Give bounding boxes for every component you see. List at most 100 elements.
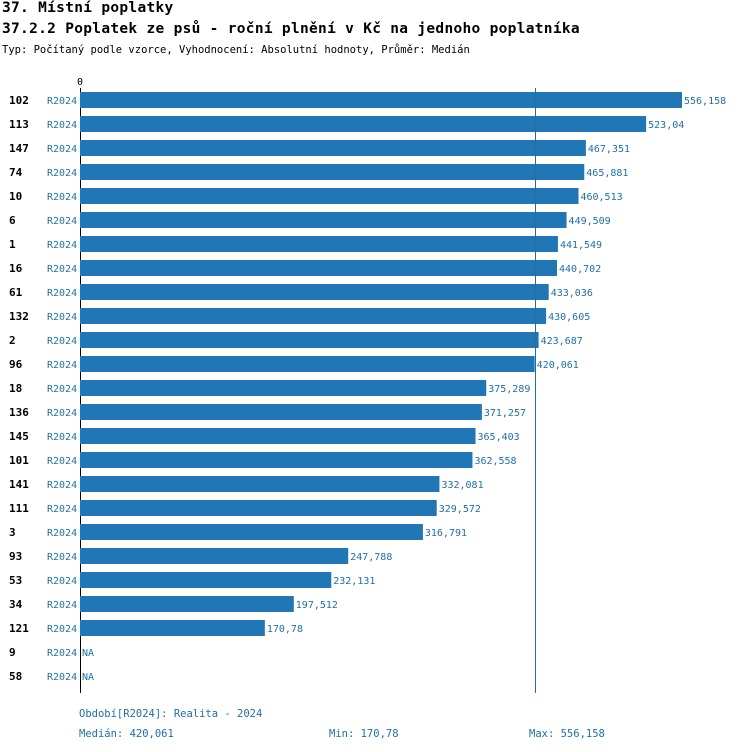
bar-value-label: 556,158: [684, 96, 726, 107]
bar-value-label: 467,351: [588, 144, 630, 155]
row-series-label: R2024: [47, 264, 77, 275]
row-series-label: R2024: [47, 240, 77, 251]
bar: [80, 116, 647, 132]
bar-value-label: 375,289: [488, 384, 530, 395]
bar: [80, 476, 440, 492]
row-id-label: 141: [9, 478, 29, 491]
row-series-label: R2024: [47, 480, 77, 491]
row-id-label: 3: [9, 526, 16, 539]
row-series-label: R2024: [47, 408, 77, 419]
row-id-label: 53: [9, 574, 22, 587]
bar-value-label: 420,061: [537, 360, 579, 371]
bar: [80, 140, 586, 156]
bar: [80, 428, 476, 444]
bar: [80, 524, 423, 540]
row-id-label: 58: [9, 670, 22, 683]
row-series-label: R2024: [47, 312, 77, 323]
row-series-label: R2024: [47, 360, 77, 371]
row-id-label: 93: [9, 550, 22, 563]
row-id-label: 136: [9, 406, 29, 419]
bar: [80, 188, 579, 204]
bar-value-label: 197,512: [296, 600, 338, 611]
row-series-label: R2024: [47, 384, 77, 395]
row-series-label: R2024: [47, 504, 77, 515]
bar-value-label: 332,081: [441, 480, 483, 491]
row-series-label: R2024: [47, 432, 77, 443]
section-title: 37. Místní poplatky: [2, 0, 174, 16]
bar-value-label: 371,257: [484, 408, 526, 419]
row-id-label: 16: [9, 262, 23, 275]
bar: [80, 380, 487, 396]
row-id-label: 147: [9, 142, 29, 155]
bar: [80, 596, 294, 612]
row-id-label: 132: [9, 310, 29, 323]
bar-value-label: 247,788: [350, 552, 392, 563]
bar-value-label: 316,791: [425, 528, 467, 539]
footer-max: Max: 556,158: [529, 728, 605, 740]
footer-period: Období[R2024]: Realita - 2024: [79, 708, 263, 720]
bar-value-label: 441,549: [560, 240, 602, 251]
row-id-label: 113: [9, 118, 29, 131]
row-series-label: R2024: [47, 624, 77, 635]
bar: [80, 308, 547, 324]
row-id-label: 6: [9, 214, 16, 227]
bar-value-label: NA: [82, 672, 94, 683]
bar: [80, 332, 539, 348]
bar: [80, 452, 473, 468]
bar-value-label: 433,036: [551, 288, 593, 299]
row-series-label: R2024: [47, 456, 77, 467]
chart-title: 37.2.2 Poplatek ze psů - roční plnění v …: [2, 21, 580, 37]
bar: [80, 572, 332, 588]
row-series-label: R2024: [47, 600, 77, 611]
bar: [80, 548, 349, 564]
axis-zero-label: 0: [77, 77, 83, 88]
row-series-label: R2024: [47, 216, 77, 227]
bar-value-label: 449,509: [569, 216, 611, 227]
bar-value-label: 170,78: [267, 624, 303, 635]
bar: [80, 404, 482, 420]
row-id-label: 61: [9, 286, 23, 299]
footer-min: Min: 170,78: [329, 728, 399, 740]
bar-value-label: 460,513: [580, 192, 622, 203]
bar: [80, 620, 265, 636]
row-series-label: R2024: [47, 192, 77, 203]
row-series-label: R2024: [47, 576, 77, 587]
row-id-label: 1: [9, 238, 16, 251]
bar-value-label: 362,558: [474, 456, 516, 467]
row-id-label: 101: [9, 454, 29, 467]
row-id-label: 145: [9, 430, 29, 443]
row-series-label: R2024: [47, 144, 77, 155]
bar-value-label: 440,702: [559, 264, 601, 275]
row-series-label: R2024: [47, 336, 77, 347]
row-id-label: 18: [9, 382, 22, 395]
row-id-label: 96: [9, 358, 23, 371]
row-id-label: 34: [9, 598, 23, 611]
bar: [80, 260, 558, 276]
bar-value-label: 430,605: [548, 312, 590, 323]
row-series-label: R2024: [47, 288, 77, 299]
row-id-label: 74: [9, 166, 23, 179]
row-series-label: R2024: [47, 120, 77, 131]
row-id-label: 121: [9, 622, 29, 635]
bar: [80, 164, 585, 180]
row-id-label: 111: [9, 502, 29, 515]
row-id-label: 9: [9, 646, 16, 659]
chart-subtitle: Typ: Počítaný podle vzorce, Vyhodnocení:…: [2, 44, 470, 56]
row-series-label: R2024: [47, 528, 77, 539]
bar-value-label: 465,881: [586, 168, 628, 179]
row-series-label: R2024: [47, 96, 77, 107]
bar-value-label: 423,687: [541, 336, 583, 347]
bar: [80, 356, 535, 372]
bar-value-label: 232,131: [333, 576, 375, 587]
row-id-label: 2: [9, 334, 16, 347]
footer-median: Medián: 420,061: [79, 728, 174, 740]
bar: [80, 500, 437, 516]
bar: [80, 284, 549, 300]
bar-value-label: 523,04: [648, 120, 684, 131]
bar-value-label: NA: [82, 648, 94, 659]
bar: [80, 212, 567, 228]
bar: [80, 92, 682, 108]
bar: [80, 236, 558, 252]
bar-value-label: 329,572: [439, 504, 481, 515]
